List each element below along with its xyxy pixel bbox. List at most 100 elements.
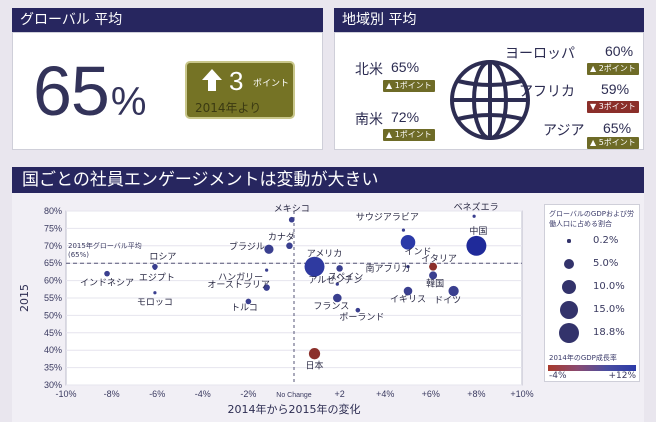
point-label: オーストラリア [207, 280, 270, 291]
data-point [304, 256, 325, 277]
x-tick-label: No Change [276, 392, 312, 399]
legend-size-title: グローバルのGDPおよび労働人口に占める割合 [549, 210, 634, 228]
region-average-header: 地域別 平均 [334, 8, 644, 32]
global-average-panel: 65% 3 ポイント 2014年より [12, 32, 323, 150]
x-tick-label: -8% [104, 389, 120, 399]
point-label: 韓国 [426, 278, 444, 289]
point-label: 中国 [469, 225, 487, 237]
region-name: ヨーロッパ [505, 46, 575, 62]
data-point [308, 348, 321, 360]
legend-color-gradient [548, 365, 636, 371]
y-tick-label: 35% [44, 363, 62, 373]
data-point [403, 286, 413, 296]
point-label: 南アフリカ [365, 263, 410, 275]
point-label: ポーランド [339, 312, 384, 323]
y-tick-label: 80% [44, 206, 62, 216]
y-tick-label: 45% [44, 328, 62, 338]
data-point [400, 235, 416, 250]
legend-color-min: -4% [549, 371, 567, 381]
global-average-value: 65% [33, 52, 146, 130]
y-tick-label: 65% [44, 258, 62, 268]
chart-section-title: 国ごとの社員エンゲージメントは変動が大きい [12, 167, 644, 193]
legend-size-label: 0.2% [593, 235, 619, 246]
y-tick-label: 55% [44, 293, 62, 303]
data-point [263, 284, 270, 291]
legend-size-dot [563, 258, 575, 270]
x-tick-label: -2% [240, 389, 256, 399]
x-tick-label: +4% [376, 389, 394, 399]
data-point [336, 265, 343, 272]
data-point [472, 214, 476, 218]
region-change-badge: ▲ 2ポイント [587, 63, 639, 75]
point-label: インド [404, 247, 431, 257]
point-label: カナダ [268, 231, 295, 243]
y-tick-label: 50% [44, 310, 62, 320]
x-tick-label: -6% [149, 389, 165, 399]
y-tick-label: 60% [44, 276, 62, 286]
reference-line-label: 2015年グローバル平均 [68, 241, 142, 250]
legend-size-dot [567, 239, 571, 243]
legend-size-label: 10.0% [593, 281, 625, 292]
point-label: フランス [313, 301, 349, 312]
data-point [466, 235, 487, 256]
x-tick-label: +2 [334, 389, 344, 399]
point-label: ブラジル [229, 240, 265, 252]
y-axis-label: 2015 [18, 284, 31, 312]
y-tick-label: 75% [44, 223, 62, 233]
point-label: 日本 [306, 360, 324, 372]
region-name: 北米 [355, 62, 383, 78]
legend-size-dot [559, 323, 579, 343]
data-point [264, 244, 274, 254]
region-name: アフリカ [519, 84, 575, 100]
data-point [401, 228, 406, 232]
legend-size-label: 18.8% [593, 327, 625, 338]
data-point [265, 268, 269, 272]
global-average-header: グローバル 平均 [12, 8, 323, 32]
point-label: アルゼンチン [308, 274, 362, 286]
legend-color-max: +12% [608, 371, 636, 381]
point-label: ドイツ [434, 296, 461, 306]
data-point [429, 262, 438, 271]
global-delta-since: 2014年より [195, 101, 262, 115]
region-value: 72% [391, 109, 420, 125]
point-label: イタリア [421, 254, 457, 265]
y-tick-label: 40% [44, 345, 62, 355]
region-average-panel: 北米 65% ▲ 1ポイント 南米 72% ▲ 1ポイント ヨーロッパ 60% … [334, 32, 644, 150]
globe-icon [450, 60, 530, 140]
data-point [333, 293, 342, 303]
data-point [286, 242, 293, 250]
data-point [104, 270, 110, 277]
y-tick-label: 30% [44, 380, 62, 390]
chart-legend: グローバルのGDPおよび労働人口に占める割合 0.2% 5.0% 10.0% 15.0… [544, 204, 640, 382]
legend-color-title: 2014年のGDP成長率 [549, 354, 617, 362]
scatter-chart: 30% 35% 40% 45% 50% 55% 60% 65% 70% 75% 80% -10% -8%… [12, 193, 644, 422]
legend-size-dot [560, 301, 578, 319]
region-name: アジア [543, 123, 585, 139]
data-point [355, 307, 361, 313]
x-tick-label: -4% [195, 389, 211, 399]
point-label: ベネズエラ [454, 201, 499, 213]
region-change-badge: ▲ 5ポイント [587, 137, 639, 149]
region-value: 60% [605, 43, 634, 59]
legend-size-label: 5.0% [593, 258, 619, 269]
data-point [153, 266, 157, 271]
x-tick-label: +6% [422, 389, 440, 399]
global-delta-value: 3 [229, 66, 244, 96]
point-label: トルコ [231, 303, 258, 313]
point-label: ハンガリー [218, 272, 263, 283]
data-point [335, 282, 339, 286]
x-tick-label: -10% [55, 389, 76, 399]
point-label: メキシコ [274, 205, 310, 215]
global-delta-unit: ポイント [253, 79, 290, 89]
point-label: スペイン [328, 272, 363, 282]
region-value: 65% [391, 59, 420, 75]
region-value: 65% [603, 120, 632, 136]
x-tick-label: +10% [510, 389, 533, 399]
region-name: 南米 [355, 112, 383, 128]
data-point [153, 291, 157, 295]
point-label: インドネシア [80, 278, 134, 289]
region-change-badge: ▼ 3ポイント [587, 101, 639, 113]
global-delta-box: 3 ポイント 2014年より [185, 61, 295, 119]
point-label: ロシア [149, 253, 176, 263]
x-tick-label: +8% [467, 389, 485, 399]
